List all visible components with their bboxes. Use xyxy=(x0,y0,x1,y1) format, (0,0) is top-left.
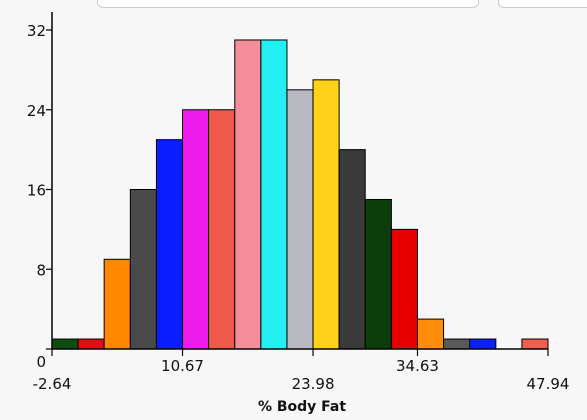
histogram-bar xyxy=(103,258,131,350)
histogram-bar xyxy=(416,318,445,350)
histogram-bar xyxy=(364,198,392,350)
y-tick-label: 0 xyxy=(36,353,46,371)
histogram-bar xyxy=(155,139,184,350)
histogram-bar xyxy=(443,338,471,350)
histogram-bar xyxy=(521,338,549,350)
histogram-bars xyxy=(51,39,549,350)
x-tick-label: -2.64 xyxy=(33,375,72,393)
y-tick-label: 8 xyxy=(36,261,46,279)
histogram-bar xyxy=(182,109,210,350)
x-axis-ticks: 10.67 34.63 -2.64 23.98 47.94 xyxy=(33,349,570,393)
histogram-bar xyxy=(208,109,236,350)
y-axis-ticks: 0 8 16 24 32 xyxy=(27,22,52,371)
histogram-bar xyxy=(77,338,105,350)
toolbar-tab[interactable] xyxy=(498,0,587,8)
toolbar-tab[interactable] xyxy=(97,0,479,8)
x-tick-label: 34.63 xyxy=(396,357,439,375)
axes xyxy=(51,12,548,350)
x-tick-label: 10.67 xyxy=(161,357,204,375)
histogram-bar xyxy=(390,228,418,350)
histogram-bar xyxy=(469,338,497,350)
histogram-bar xyxy=(129,189,157,350)
x-tick-label: 47.94 xyxy=(527,375,570,393)
y-tick-label: 24 xyxy=(27,102,46,120)
histogram-bar xyxy=(312,79,340,350)
x-axis-title: % Body Fat xyxy=(258,399,346,415)
x-tick-label: 23.98 xyxy=(292,375,335,393)
histogram-bar xyxy=(338,149,366,350)
y-tick-label: 32 xyxy=(27,22,46,40)
y-tick-label: 16 xyxy=(27,182,46,200)
histogram-bar xyxy=(234,39,262,350)
histogram-bar xyxy=(51,338,79,350)
histogram-bar xyxy=(260,39,288,350)
histogram-bar xyxy=(286,89,314,350)
